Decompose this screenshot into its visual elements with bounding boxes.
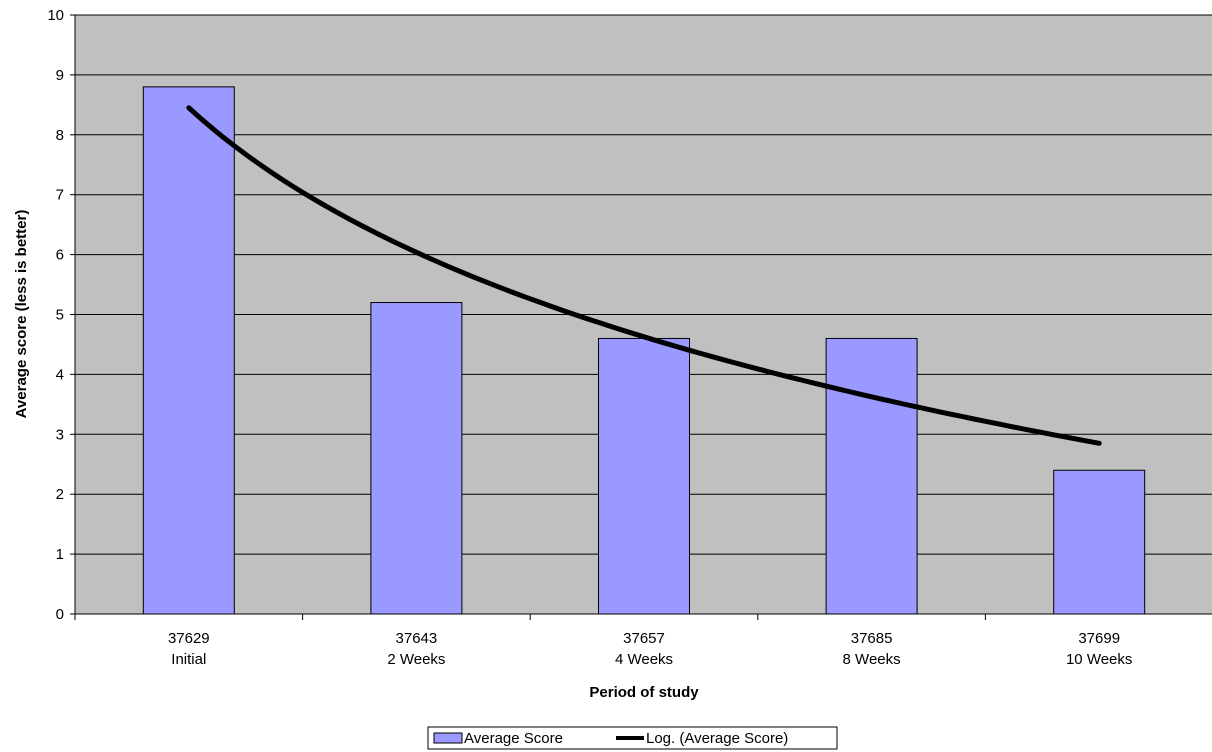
y-axis-title: Average score (less is better): [13, 210, 30, 419]
y-tick-label: 4: [56, 366, 64, 383]
x-tick-label: Initial: [171, 651, 206, 668]
trendline: [186, 105, 1102, 446]
x-tick-date: 37643: [396, 630, 438, 647]
y-tick-label: 6: [56, 247, 64, 264]
y-tick-label: 3: [56, 426, 64, 443]
y-tick-labels: 0 1 2 3 4 5 6 7 8 9 10: [47, 7, 64, 623]
y-tick-label: 9: [56, 67, 64, 84]
bar: [142, 86, 235, 615]
y-tick-label: 1: [56, 546, 64, 563]
x-tick-label: 10 Weeks: [1066, 651, 1132, 668]
x-axis-title: Period of study: [589, 684, 699, 701]
x-tick-date: 37629: [168, 630, 210, 647]
y-tick-label: 8: [56, 127, 64, 144]
y-tick-label: 10: [47, 7, 64, 24]
x-tick-date: 37685: [851, 630, 893, 647]
legend-swatch-bar: [433, 732, 463, 744]
y-tick-label: 7: [56, 187, 64, 204]
y-tick-label: 5: [56, 307, 64, 324]
x-tick-label: 8 Weeks: [843, 651, 901, 668]
bar: [825, 337, 918, 615]
y-tick-label: 2: [56, 486, 64, 503]
axes: [70, 14, 1212, 620]
x-tick-date: 37657: [623, 630, 665, 647]
x-tick-label: 2 Weeks: [387, 651, 445, 668]
legend-label-trendline: Log. (Average Score): [646, 730, 788, 747]
bar: [598, 337, 690, 615]
legend: Average Score Log. (Average Score): [427, 726, 838, 750]
y-tick-label: 0: [56, 606, 64, 623]
bar: [370, 302, 463, 615]
x-tick-label: 4 Weeks: [615, 651, 673, 668]
legend-label-bar: Average Score: [464, 730, 563, 747]
x-tick-date: 37699: [1078, 630, 1120, 647]
bar: [1053, 469, 1146, 615]
x-tick-labels: 37629 Initial 37643 2 Weeks 37657 4 Weeks 3768…: [168, 630, 1132, 668]
bars: [142, 86, 1146, 615]
